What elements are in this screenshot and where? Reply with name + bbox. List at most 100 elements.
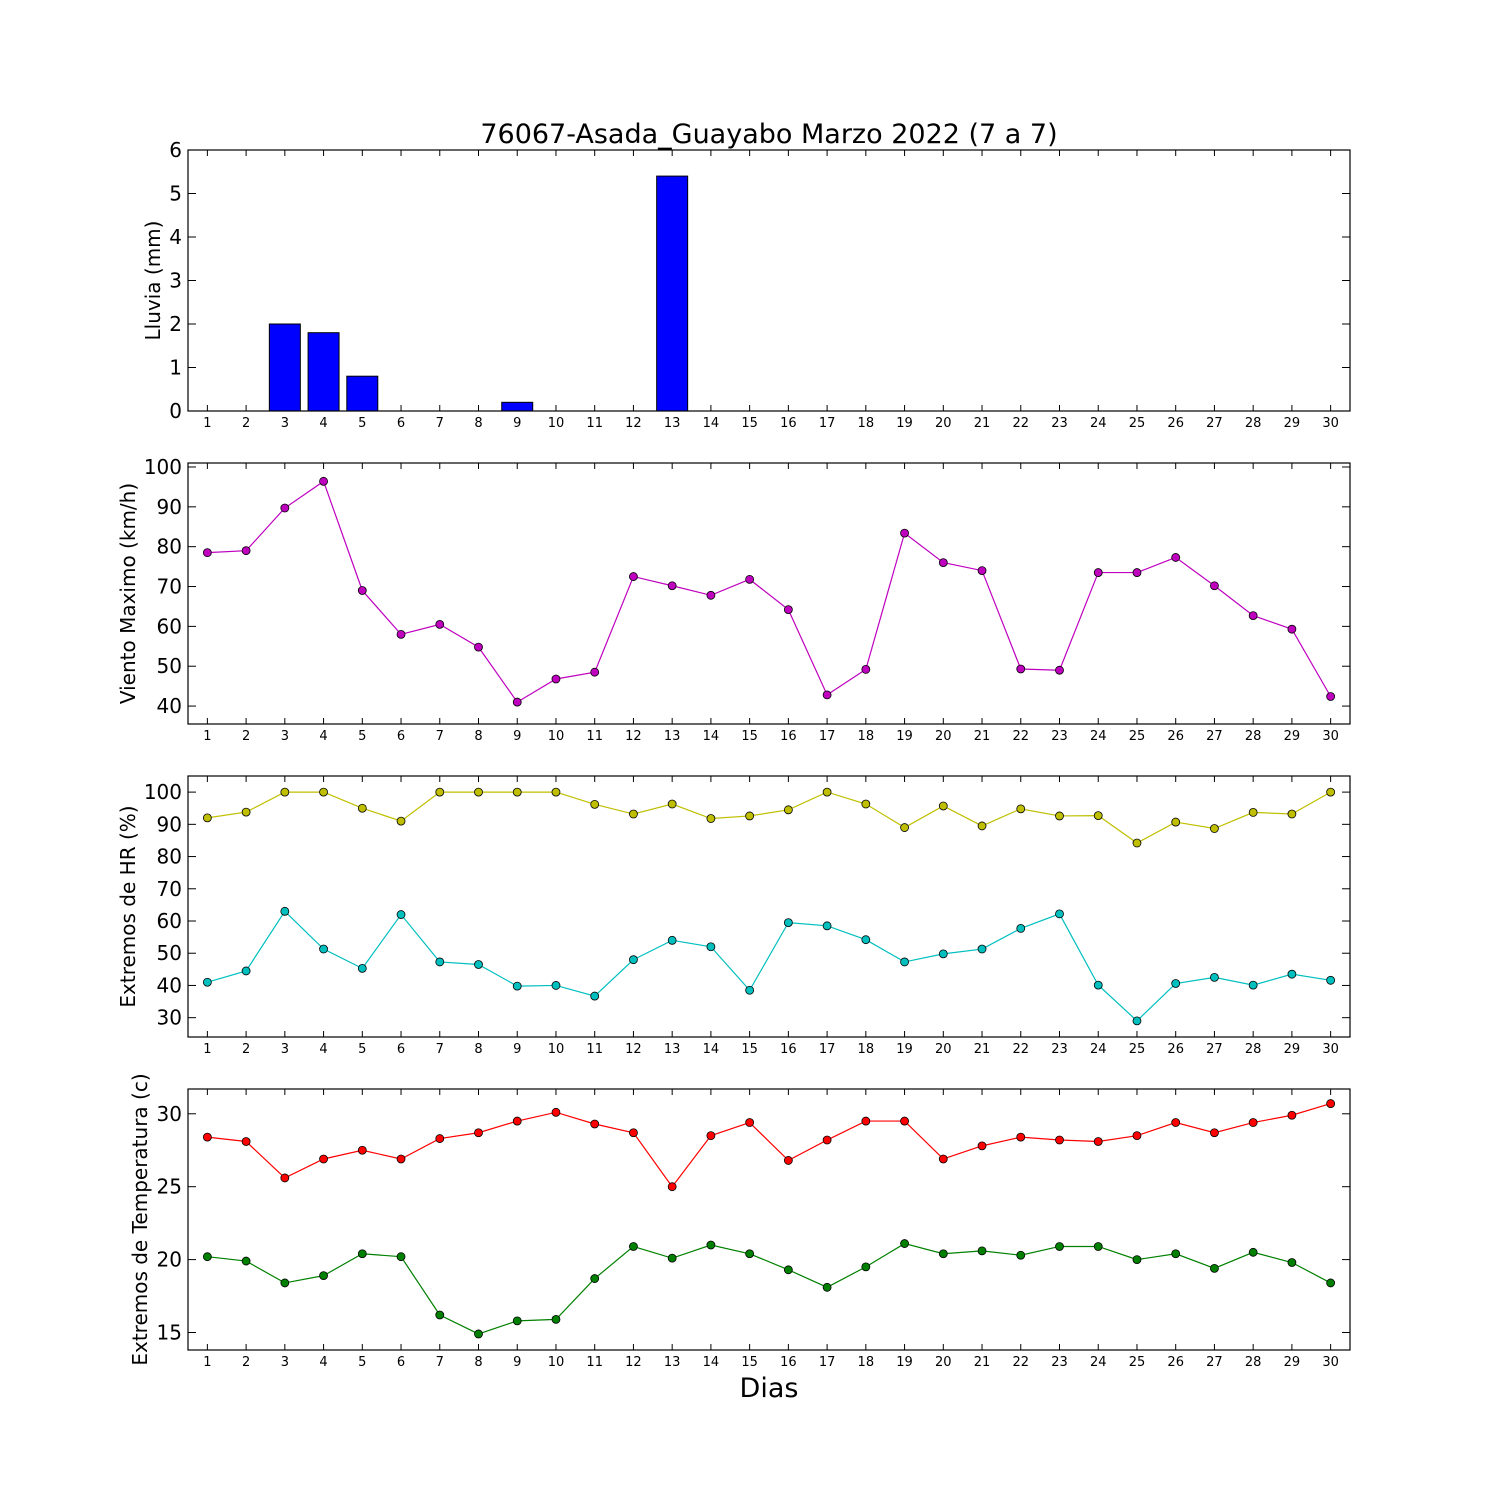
x-tick-label: 16: [780, 1042, 797, 1057]
y-tick-label: 5: [169, 182, 182, 206]
x-tick-label: 22: [1012, 1355, 1029, 1370]
point-day-18: [861, 1116, 871, 1126]
x-tick-label: 19: [896, 1355, 913, 1370]
x-tick-label: 18: [858, 416, 875, 431]
point-day-10: [551, 1314, 561, 1324]
x-tick-label: 16: [780, 729, 797, 744]
y-tick-label: 50: [157, 941, 182, 965]
point-day-12: [629, 572, 638, 581]
point-day-12: [629, 809, 638, 819]
point-day-8: [474, 642, 483, 652]
point-day-22: [1016, 804, 1026, 814]
point-day-29: [1287, 1110, 1297, 1120]
point-day-12: [629, 955, 638, 965]
y-axis-label: Lluvia (mm): [141, 221, 165, 341]
x-tick-label: 12: [625, 1355, 642, 1370]
point-day-26: [1171, 817, 1181, 827]
x-tick-label: 6: [397, 729, 405, 744]
x-tick-label: 7: [436, 416, 444, 431]
point-day-21: [977, 566, 987, 575]
x-tick-label: 9: [513, 729, 521, 744]
x-tick-label: 4: [319, 1042, 327, 1057]
x-tick-label: 15: [741, 1355, 758, 1370]
x-tick-label: 25: [1129, 1355, 1146, 1370]
point-day-28: [1248, 1247, 1258, 1257]
x-tick-label: 14: [703, 1042, 720, 1057]
x-tick-label: 18: [858, 729, 875, 744]
point-day-30: [1326, 1278, 1336, 1288]
point-day-27: [1210, 1263, 1219, 1273]
point-day-26: [1171, 1249, 1181, 1259]
x-tick-label: 19: [896, 729, 913, 744]
x-tick-label: 3: [281, 729, 289, 744]
point-day-10: [551, 674, 561, 684]
point-day-15: [745, 811, 755, 821]
point-day-6: [396, 910, 406, 919]
x-tick-label: 23: [1051, 416, 1068, 431]
x-tick-label: 15: [741, 1042, 758, 1057]
point-day-6: [396, 816, 406, 826]
point-day-28: [1248, 808, 1258, 817]
point-day-13: [667, 799, 677, 809]
bar-day-5: [346, 375, 379, 412]
x-tick-label: 23: [1051, 729, 1068, 744]
x-tick-label: 5: [358, 1355, 366, 1370]
point-day-9: [512, 787, 522, 797]
point-day-5: [357, 1249, 367, 1259]
y-tick-label: 40: [157, 973, 182, 997]
y-tick-label: 90: [157, 812, 182, 836]
x-tick-label: 27: [1206, 416, 1223, 431]
point-day-16: [783, 918, 793, 928]
y-tick-label: 30: [157, 1006, 182, 1030]
x-tick-label: 22: [1012, 1042, 1029, 1057]
point-day-17: [822, 1135, 832, 1145]
x-tick-label: 20: [935, 416, 952, 431]
y-tick-label: 15: [157, 1321, 182, 1345]
x-tick-label: 13: [664, 1042, 681, 1057]
x-tick-label: 6: [397, 1042, 405, 1057]
point-day-2: [241, 807, 251, 817]
x-tick-label: 21: [974, 1042, 991, 1057]
point-day-26: [1171, 979, 1181, 988]
bar-day-4: [307, 332, 340, 412]
x-tick-label: 17: [819, 729, 836, 744]
x-tick-label: 19: [896, 1042, 913, 1057]
point-day-18: [861, 799, 871, 809]
x-tick-label: 6: [397, 1355, 405, 1370]
point-day-28: [1248, 1118, 1258, 1127]
x-tick-label: 3: [281, 1355, 289, 1370]
x-tick-label: 21: [974, 1355, 991, 1370]
y-tick-label: 100: [144, 780, 182, 804]
x-tick-label: 2: [242, 1355, 250, 1370]
point-day-4: [319, 944, 328, 954]
x-tick-label: 16: [780, 1355, 797, 1370]
y-tick-label: 25: [157, 1175, 182, 1199]
point-day-2: [241, 966, 251, 976]
point-day-1: [202, 1132, 212, 1142]
point-day-14: [706, 942, 716, 952]
point-day-10: [551, 787, 561, 797]
point-day-22: [1016, 1132, 1026, 1142]
point-day-2: [241, 546, 251, 556]
point-day-21: [977, 1246, 987, 1256]
bar-day-9: [501, 401, 534, 412]
point-day-27: [1210, 581, 1219, 591]
x-tick-label: 23: [1051, 1355, 1068, 1370]
point-day-9: [512, 1316, 522, 1326]
x-tick-label: 25: [1129, 1042, 1146, 1057]
x-tick-label: 28: [1245, 729, 1262, 744]
point-day-28: [1248, 980, 1258, 990]
point-day-22: [1016, 664, 1026, 674]
y-tick-label: 6: [169, 138, 182, 162]
x-tick-label: 23: [1051, 1042, 1068, 1057]
point-day-21: [977, 944, 987, 954]
point-day-18: [861, 1262, 871, 1272]
x-tick-label: 12: [625, 1042, 642, 1057]
point-day-18: [861, 665, 871, 674]
x-tick-label: 20: [935, 1042, 952, 1057]
x-axis-label: Dias: [740, 1373, 799, 1404]
point-day-20: [938, 1249, 948, 1259]
y-tick-label: 30: [157, 1102, 182, 1126]
point-day-26: [1171, 553, 1181, 562]
